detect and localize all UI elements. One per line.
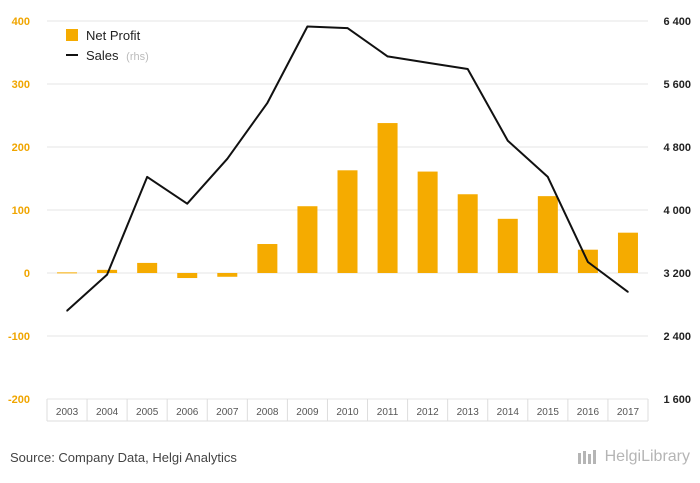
sales-point <box>306 25 309 28</box>
bar-net-profit <box>497 218 518 273</box>
x-tick-label: 2013 <box>457 407 480 418</box>
right-tick-label: 1 600 <box>663 394 691 406</box>
x-tick-label: 2012 <box>417 407 440 418</box>
right-tick-label: 3 200 <box>663 268 691 280</box>
x-tick-label: 2010 <box>336 407 359 418</box>
bar-net-profit <box>417 171 438 273</box>
legend-label-net-profit: Net Profit <box>86 28 141 43</box>
x-tick-label: 2015 <box>537 407 560 418</box>
left-tick-label: 200 <box>12 142 30 154</box>
x-tick-label: 2004 <box>96 407 119 418</box>
x-tick-label: 2011 <box>377 407 399 418</box>
left-tick-label: -100 <box>8 331 30 343</box>
x-tick-label: 2017 <box>617 407 640 418</box>
bar-net-profit <box>257 244 278 273</box>
right-axis-ticks: 1 600 2 400 3 200 4 000 4 800 5 600 6 400 <box>663 16 691 406</box>
x-tick-label: 2006 <box>176 407 199 418</box>
x-tick-label: 2008 <box>256 407 279 418</box>
x-tick-label: 2005 <box>136 407 159 418</box>
sales-point <box>186 202 189 205</box>
x-tick-label: 2016 <box>577 407 600 418</box>
x-tick-label: 2014 <box>497 407 520 418</box>
left-tick-label: 100 <box>12 205 30 217</box>
legend-swatch-net-profit <box>66 29 78 41</box>
bar-net-profit <box>217 273 238 277</box>
bar-net-profit <box>177 273 198 279</box>
right-tick-label: 2 400 <box>663 331 691 343</box>
x-tick-label: 2009 <box>296 407 319 418</box>
right-tick-label: 6 400 <box>663 16 691 28</box>
right-tick-label: 4 800 <box>663 142 691 154</box>
right-tick-label: 4 000 <box>663 205 691 217</box>
source-note: Source: Company Data, Helgi Analytics <box>10 450 237 465</box>
sales-point <box>226 158 229 160</box>
sales-point <box>506 139 509 142</box>
sales-point <box>587 261 589 263</box>
left-tick-label: 0 <box>24 268 30 280</box>
net-profit-bars <box>57 123 638 279</box>
sales-point <box>106 273 108 276</box>
left-tick-label: 400 <box>12 16 30 28</box>
sales-point <box>466 68 469 70</box>
bar-net-profit <box>617 232 638 273</box>
left-tick-label: 300 <box>12 79 30 91</box>
library-icon <box>577 450 596 464</box>
legend-label-sales: Sales (rhs) <box>86 48 149 63</box>
brand-logo: HelgiLibrary <box>577 448 690 466</box>
x-tick-label: 2003 <box>56 407 79 418</box>
legend-label-sales-name: Sales <box>86 48 119 63</box>
right-tick-label: 5 600 <box>663 79 691 91</box>
left-axis-ticks: -200 -100 0 100 200 300 400 <box>8 16 30 406</box>
legend: Net Profit Sales (rhs) <box>66 28 149 63</box>
sales-point <box>346 27 349 29</box>
sales-point <box>426 61 429 64</box>
bar-net-profit <box>297 206 318 273</box>
sales-point <box>627 291 629 293</box>
sales-point <box>146 176 148 178</box>
legend-label-sales-suffix: (rhs) <box>126 51 149 63</box>
sales-point <box>386 55 389 58</box>
sales-point <box>66 310 68 312</box>
brand-name: HelgiLibrary <box>604 448 690 465</box>
bar-net-profit <box>457 194 478 273</box>
sales-point <box>547 176 549 178</box>
sales-line-group <box>66 25 629 312</box>
x-axis: 2003 2004 2005 2006 2007 2008 2009 2010 2011 2012… <box>46 399 649 422</box>
x-tick-label: 2007 <box>216 407 239 418</box>
bar-net-profit <box>377 123 398 273</box>
bar-net-profit <box>537 196 558 273</box>
bar-net-profit <box>57 272 78 274</box>
sales-point <box>266 102 269 104</box>
bar-net-profit <box>337 170 358 273</box>
bar-net-profit <box>137 262 158 273</box>
chart: -200 -100 0 100 200 300 400 1 600 2 400 3 200 4 0… <box>8 16 691 422</box>
left-tick-label: -200 <box>8 394 30 406</box>
bar-net-profit <box>97 269 118 273</box>
